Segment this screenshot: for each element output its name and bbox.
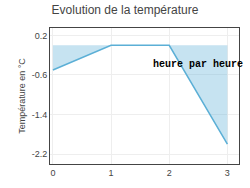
svg-text:Evolution de la température: Evolution de la température — [52, 3, 199, 17]
svg-text:-2.2: -2.2 — [32, 149, 48, 159]
svg-text:Température en °C: Température en °C — [17, 58, 27, 134]
svg-text:0.2: 0.2 — [35, 31, 48, 41]
svg-text:3: 3 — [225, 168, 230, 178]
svg-text:0: 0 — [50, 168, 55, 178]
svg-text:-0.6: -0.6 — [32, 70, 48, 80]
svg-text:heure par heure: heure par heure — [153, 59, 243, 70]
svg-text:2: 2 — [167, 168, 172, 178]
svg-text:-1.4: -1.4 — [32, 110, 48, 120]
svg-text:1: 1 — [109, 168, 114, 178]
